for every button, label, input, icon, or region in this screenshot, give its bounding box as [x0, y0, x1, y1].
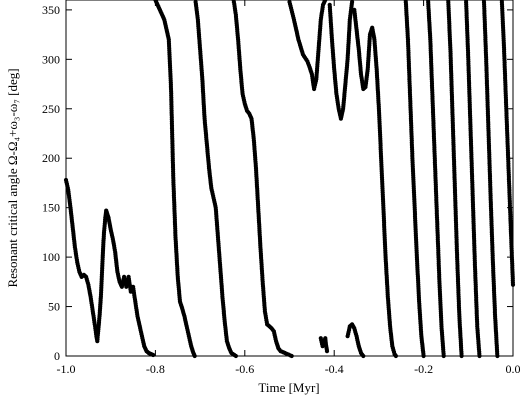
data-point [192, 353, 197, 359]
y-tick-label: 0 [54, 349, 60, 363]
data-point [495, 353, 500, 359]
x-tick-label: -0.2 [414, 362, 433, 376]
y-tick-label: 350 [42, 3, 60, 17]
data-point [151, 352, 156, 358]
data-point [233, 353, 238, 359]
data-point [324, 349, 330, 354]
x-tick-label: -0.4 [325, 362, 344, 376]
y-axis-label: Resonant critical angle Ω-Ω₄+ω₃-ω₇ [deg] [5, 68, 20, 287]
x-axis-ticks: -1.0 -0.8 -0.6 -0.4 -0.2 0.0 [57, 0, 520, 376]
y-tick-label: 300 [42, 52, 60, 66]
x-axis-label: Time [Myr] [258, 380, 319, 395]
y-axis-ticks: 0 50 100 150 200 250 300 350 [42, 3, 513, 363]
data-point [441, 353, 446, 359]
data-point [289, 353, 294, 359]
data-point [459, 353, 464, 359]
data-point [350, 0, 355, 5]
y-tick-label: 200 [42, 151, 60, 165]
data-point [361, 353, 366, 359]
data-point [510, 282, 516, 287]
y-tick-label: 50 [48, 300, 60, 314]
data-points [63, 0, 516, 359]
x-tick-label: -0.6 [235, 362, 254, 376]
data-point [393, 353, 398, 359]
data-point [323, 0, 328, 3]
y-tick-label: 250 [42, 102, 60, 116]
x-tick-label: 0.0 [506, 362, 520, 376]
x-tick-label: -0.8 [146, 362, 165, 376]
data-point [477, 353, 482, 359]
plot-frame [65, 0, 514, 357]
y-tick-label: 100 [42, 250, 60, 264]
x-tick-label: -1.0 [57, 362, 76, 376]
y-tick-label: 150 [42, 201, 60, 215]
